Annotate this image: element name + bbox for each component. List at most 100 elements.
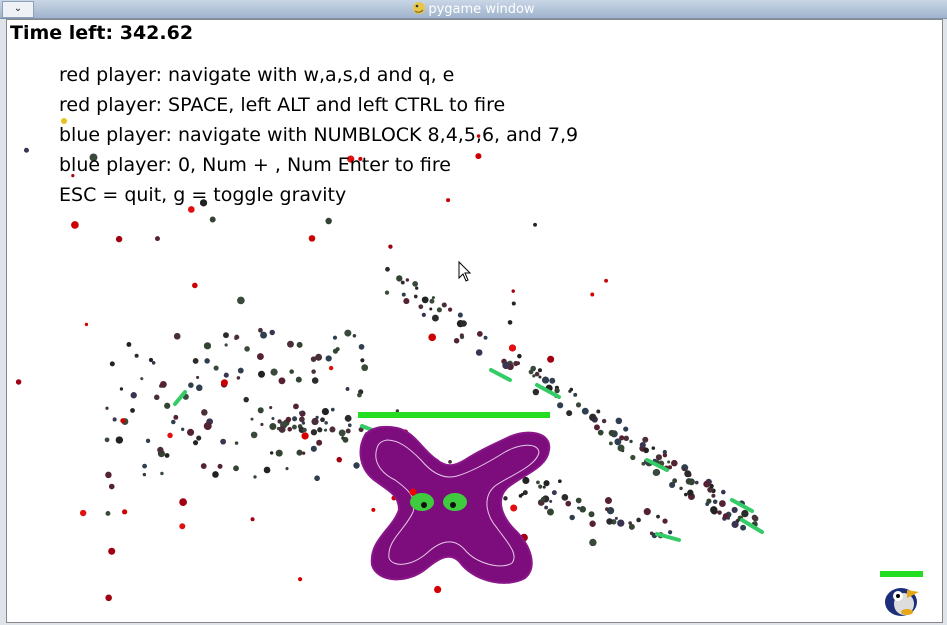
particle bbox=[250, 417, 254, 421]
particle bbox=[412, 281, 418, 287]
game-canvas[interactable]: Time left: 342.62 red player: navigate w… bbox=[6, 19, 943, 623]
particle bbox=[400, 280, 405, 285]
particle bbox=[236, 376, 241, 380]
particle bbox=[565, 500, 572, 507]
particle bbox=[188, 382, 194, 388]
particle bbox=[352, 333, 357, 338]
particle bbox=[130, 392, 137, 399]
game-scene[interactable] bbox=[7, 20, 942, 622]
window-titlebar[interactable]: ⌄ pygame window bbox=[0, 0, 947, 19]
particle bbox=[196, 375, 200, 379]
particle bbox=[652, 469, 660, 476]
particle bbox=[292, 416, 298, 422]
particle bbox=[71, 174, 75, 178]
particle bbox=[173, 414, 179, 420]
particle bbox=[475, 153, 482, 160]
monster-health-bar bbox=[358, 412, 550, 418]
particle bbox=[324, 428, 328, 432]
time-left: Time left: 342.62 bbox=[10, 22, 194, 44]
particle bbox=[287, 340, 294, 348]
particle bbox=[360, 358, 365, 363]
bullet bbox=[535, 383, 561, 399]
particle bbox=[719, 500, 726, 507]
window-menu-button[interactable]: ⌄ bbox=[2, 1, 34, 18]
particle bbox=[167, 432, 173, 439]
particle bbox=[278, 377, 286, 385]
particle bbox=[296, 449, 303, 456]
particle bbox=[329, 426, 336, 433]
particle bbox=[109, 361, 115, 367]
particle bbox=[436, 307, 442, 313]
chevron-down-icon: ⌄ bbox=[13, 3, 23, 14]
particle bbox=[711, 493, 716, 498]
particle bbox=[662, 518, 668, 524]
particle bbox=[217, 463, 223, 469]
particle bbox=[179, 523, 186, 530]
particle bbox=[148, 357, 154, 363]
particle bbox=[651, 446, 656, 450]
particle bbox=[196, 435, 202, 441]
particle bbox=[347, 155, 355, 163]
particle bbox=[61, 118, 67, 124]
particle bbox=[237, 296, 245, 305]
particle bbox=[164, 402, 171, 409]
particle bbox=[234, 336, 238, 340]
particle bbox=[325, 355, 332, 362]
particle bbox=[541, 376, 550, 384]
particle bbox=[741, 509, 749, 518]
particle bbox=[278, 426, 286, 433]
particle bbox=[629, 439, 633, 444]
particle bbox=[751, 514, 758, 521]
particle bbox=[115, 436, 124, 444]
particle bbox=[285, 467, 289, 471]
particle bbox=[662, 449, 667, 455]
particle bbox=[260, 331, 268, 339]
particle bbox=[23, 147, 29, 153]
particle bbox=[311, 377, 319, 384]
particle bbox=[358, 344, 365, 350]
particle bbox=[717, 510, 722, 515]
particle bbox=[503, 496, 508, 501]
particle bbox=[338, 429, 346, 437]
particle bbox=[287, 426, 293, 432]
particle bbox=[457, 312, 463, 318]
pygame-icon bbox=[413, 2, 426, 14]
particle bbox=[628, 521, 632, 525]
particle bbox=[528, 369, 534, 375]
particle bbox=[388, 244, 393, 249]
particle bbox=[606, 518, 613, 525]
blue-player-health-bar bbox=[880, 571, 923, 577]
particle bbox=[332, 348, 339, 354]
particle bbox=[301, 421, 306, 425]
particle bbox=[299, 411, 303, 415]
particle bbox=[630, 454, 636, 461]
particle bbox=[324, 421, 328, 425]
particle bbox=[623, 426, 629, 432]
particle bbox=[589, 538, 597, 547]
red-player bbox=[409, 488, 417, 496]
particle bbox=[639, 441, 646, 449]
window-title-text: pygame window bbox=[428, 2, 535, 17]
particle bbox=[140, 377, 144, 381]
particle bbox=[104, 437, 110, 443]
particle bbox=[250, 517, 255, 522]
particle bbox=[557, 402, 564, 409]
particle bbox=[721, 489, 726, 495]
particle bbox=[310, 429, 318, 436]
particle bbox=[223, 332, 229, 339]
particle bbox=[201, 409, 208, 416]
particle bbox=[687, 489, 694, 496]
particle bbox=[301, 451, 306, 455]
particle bbox=[155, 236, 160, 242]
window-title: pygame window bbox=[0, 1, 947, 17]
particle bbox=[667, 530, 673, 535]
particle bbox=[684, 470, 692, 478]
particle bbox=[434, 585, 442, 594]
particle bbox=[203, 422, 212, 431]
particle bbox=[153, 394, 160, 401]
particle bbox=[413, 294, 418, 299]
particle bbox=[345, 387, 350, 391]
particle bbox=[614, 516, 618, 520]
particle bbox=[460, 320, 467, 327]
particle bbox=[641, 461, 646, 466]
